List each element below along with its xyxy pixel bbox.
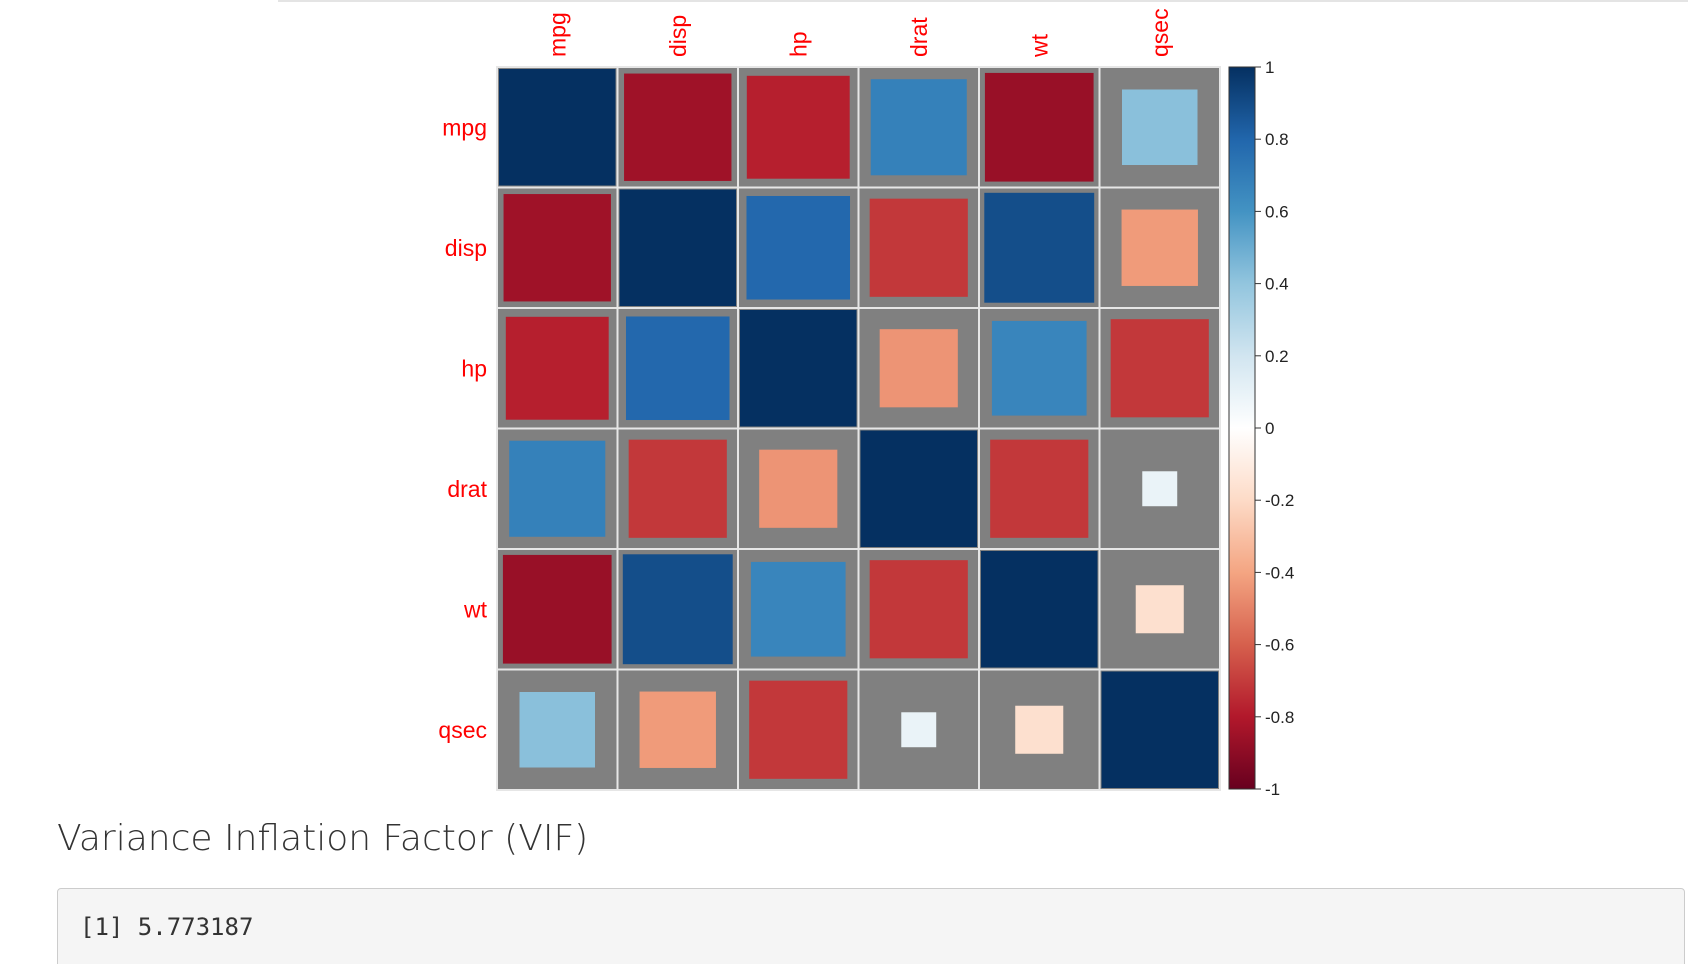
heatmap-cell-mpg-mpg — [499, 69, 616, 186]
heatmap-cell-hp-drat — [879, 329, 958, 408]
code-output-block: [1] 5.773187 — [57, 888, 1685, 964]
row-label-wt: wt — [463, 596, 488, 622]
heatmap-cell-mpg-qsec — [1121, 89, 1198, 166]
heatmap-cell-disp-disp — [619, 189, 736, 306]
heatmap-cell-drat-qsec — [1142, 471, 1178, 507]
heatmap-cell-mpg-drat — [870, 79, 967, 176]
heatmap-cell-qsec-disp — [639, 691, 716, 768]
heatmap-cell-disp-wt — [984, 192, 1095, 303]
heatmap-cell-mpg-hp — [746, 75, 850, 179]
colorbar-tick-label: 0.4 — [1265, 275, 1289, 294]
code-output-text: [1] 5.773187 — [80, 913, 254, 941]
heatmap-cell-qsec-hp — [749, 680, 848, 779]
heatmap-cell-hp-disp — [625, 316, 730, 421]
col-label-disp: disp — [665, 15, 691, 57]
heatmap-cell-wt-qsec — [1135, 585, 1184, 634]
row-label-mpg: mpg — [442, 114, 487, 140]
heatmap-cell-qsec-qsec — [1101, 671, 1218, 788]
colorbar-tick-label: 0.2 — [1265, 347, 1289, 366]
heatmap-cell-mpg-wt — [984, 72, 1094, 182]
colorbar — [1228, 66, 1256, 790]
colorbar-tick-label: -0.2 — [1265, 491, 1294, 510]
col-label-qsec: qsec — [1147, 8, 1173, 57]
col-label-wt: wt — [1026, 33, 1052, 58]
heatmap-cell-hp-hp — [740, 310, 857, 427]
row-label-disp: disp — [445, 235, 487, 261]
col-label-mpg: mpg — [544, 12, 570, 57]
heatmap-cell-disp-mpg — [503, 194, 611, 302]
colorbar-tick-label: -0.6 — [1265, 636, 1294, 655]
heatmap-cell-qsec-drat — [901, 712, 937, 748]
colorbar-tick-label: 1 — [1265, 58, 1274, 77]
heatmap-cell-hp-wt — [991, 320, 1087, 416]
heatmap-cell-disp-hp — [746, 195, 851, 300]
colorbar-tick-label: 0 — [1265, 419, 1274, 438]
colorbar-tick-label: 0.8 — [1265, 130, 1289, 149]
heatmap-cell-wt-disp — [622, 554, 733, 665]
heatmap-cell-hp-mpg — [505, 316, 609, 420]
col-label-hp: hp — [785, 31, 811, 57]
heatmap-cell-drat-mpg — [509, 440, 606, 537]
section-heading: Variance Inflation Factor (VIF) — [57, 818, 589, 859]
top-divider — [278, 0, 1688, 2]
heatmap-cell-wt-mpg — [502, 554, 612, 664]
colorbar-tick-label: -0.8 — [1265, 708, 1294, 727]
row-label-qsec: qsec — [438, 717, 487, 743]
heatmap-cell-qsec-wt — [1015, 705, 1064, 754]
heatmap-cell-drat-drat — [860, 430, 977, 547]
heatmap-cell-wt-wt — [981, 551, 1098, 668]
heatmap-cell-mpg-disp — [624, 73, 732, 181]
heatmap-cell-hp-qsec — [1110, 319, 1209, 418]
colorbar-tick-label: -0.4 — [1265, 563, 1294, 582]
heatmap-cell-drat-disp — [628, 439, 727, 538]
heatmap-cell-drat-hp — [759, 449, 838, 528]
heatmap-cell-disp-drat — [869, 198, 968, 297]
heatmap-cell-wt-hp — [750, 561, 846, 657]
heatmap-cell-drat-wt — [990, 439, 1089, 538]
col-label-drat: drat — [906, 17, 932, 57]
heatmap-cell-qsec-mpg — [519, 691, 596, 768]
heatmap-cell-disp-qsec — [1121, 209, 1198, 286]
colorbar-tick-label: 0.6 — [1265, 202, 1289, 221]
row-label-drat: drat — [447, 476, 487, 502]
row-label-hp: hp — [461, 355, 487, 381]
colorbar-tick-label: -1 — [1265, 780, 1280, 799]
heatmap-cell-wt-drat — [869, 560, 968, 659]
